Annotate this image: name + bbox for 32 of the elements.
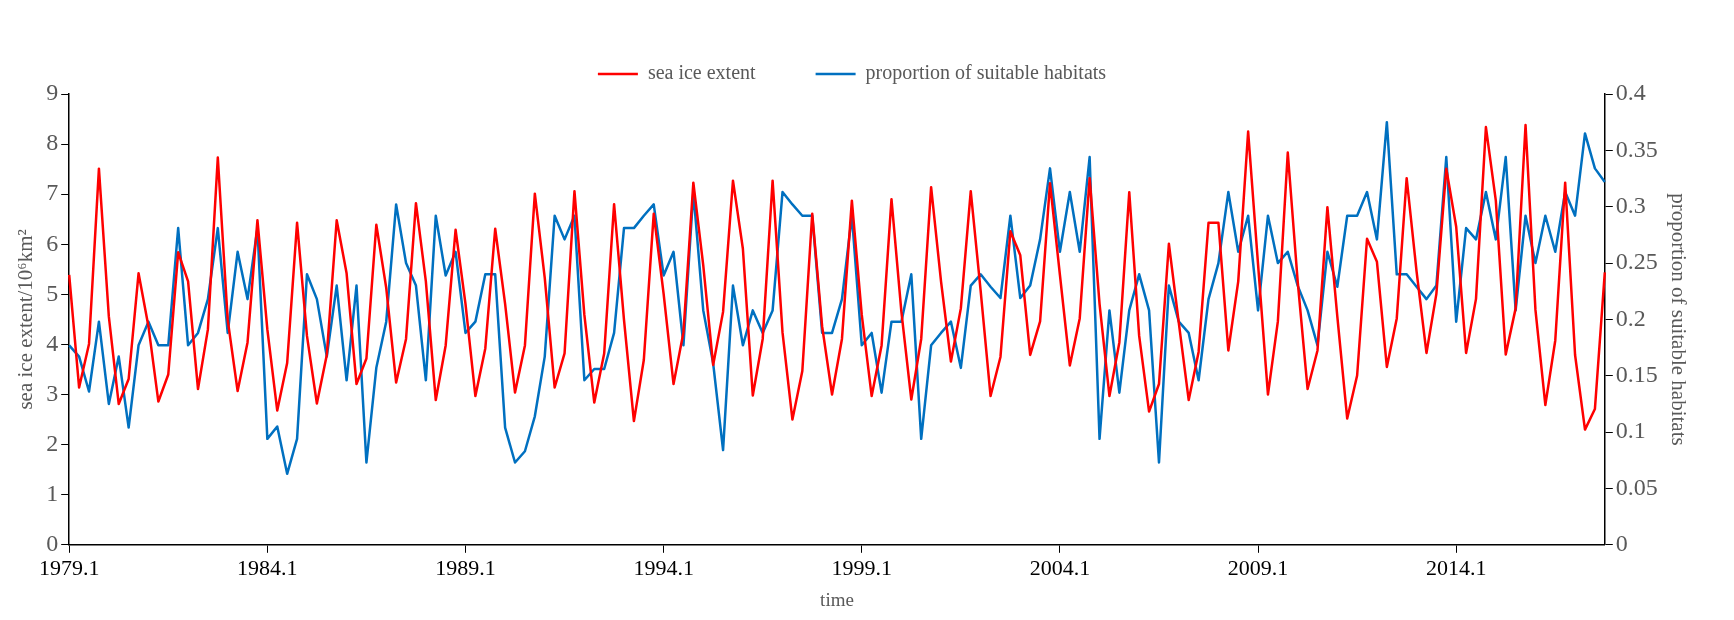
- x-tick-label: 2014.1: [1425, 554, 1487, 580]
- x-tick-label: 1999.1: [831, 554, 893, 580]
- y2-tick-label: 0.1: [1615, 417, 1646, 444]
- legend-label: sea ice extent: [647, 61, 757, 84]
- y-tick-label: 2: [46, 429, 59, 456]
- x-tick-label: 1994.1: [633, 554, 694, 580]
- y2-tick-label: 0.3: [1615, 192, 1646, 218]
- y2-tick-label: 0.4: [1615, 79, 1646, 106]
- y-tick-label: 7: [46, 179, 59, 206]
- y2-tick-label: 0.2: [1615, 304, 1646, 331]
- y-tick-label: 6: [46, 229, 59, 256]
- y-tick-label: 9: [46, 79, 59, 106]
- y2-tick-label: 0.35: [1615, 135, 1658, 162]
- x-tick-label: 2009.1: [1227, 554, 1289, 580]
- y2-tick-label: 0.25: [1615, 248, 1658, 275]
- y-tick-label: 3: [46, 379, 59, 406]
- y-tick-label: 0: [46, 530, 59, 557]
- y2-tick-label: 0: [1615, 530, 1628, 557]
- x-tick-label: 1989.1: [435, 554, 496, 580]
- y2-axis-title: proportion of suitable habitats: [1666, 193, 1691, 446]
- y-axis-title: sea ice extent/10⁶km²: [13, 229, 38, 410]
- x-tick-label: 1979.1: [38, 554, 100, 580]
- x-axis-title: time: [820, 588, 854, 610]
- legend-label: proportion of suitable habitats: [865, 61, 1107, 85]
- y2-tick-label: 0.05: [1615, 473, 1658, 500]
- x-tick-label: 2004.1: [1029, 554, 1091, 580]
- y-tick-label: 8: [46, 129, 59, 156]
- x-tick-label: 1984.1: [237, 554, 298, 580]
- y2-tick-label: 0.15: [1615, 361, 1658, 388]
- y-tick-label: 4: [46, 329, 59, 356]
- y-tick-label: 1: [46, 480, 59, 507]
- y-tick-label: 5: [46, 279, 59, 306]
